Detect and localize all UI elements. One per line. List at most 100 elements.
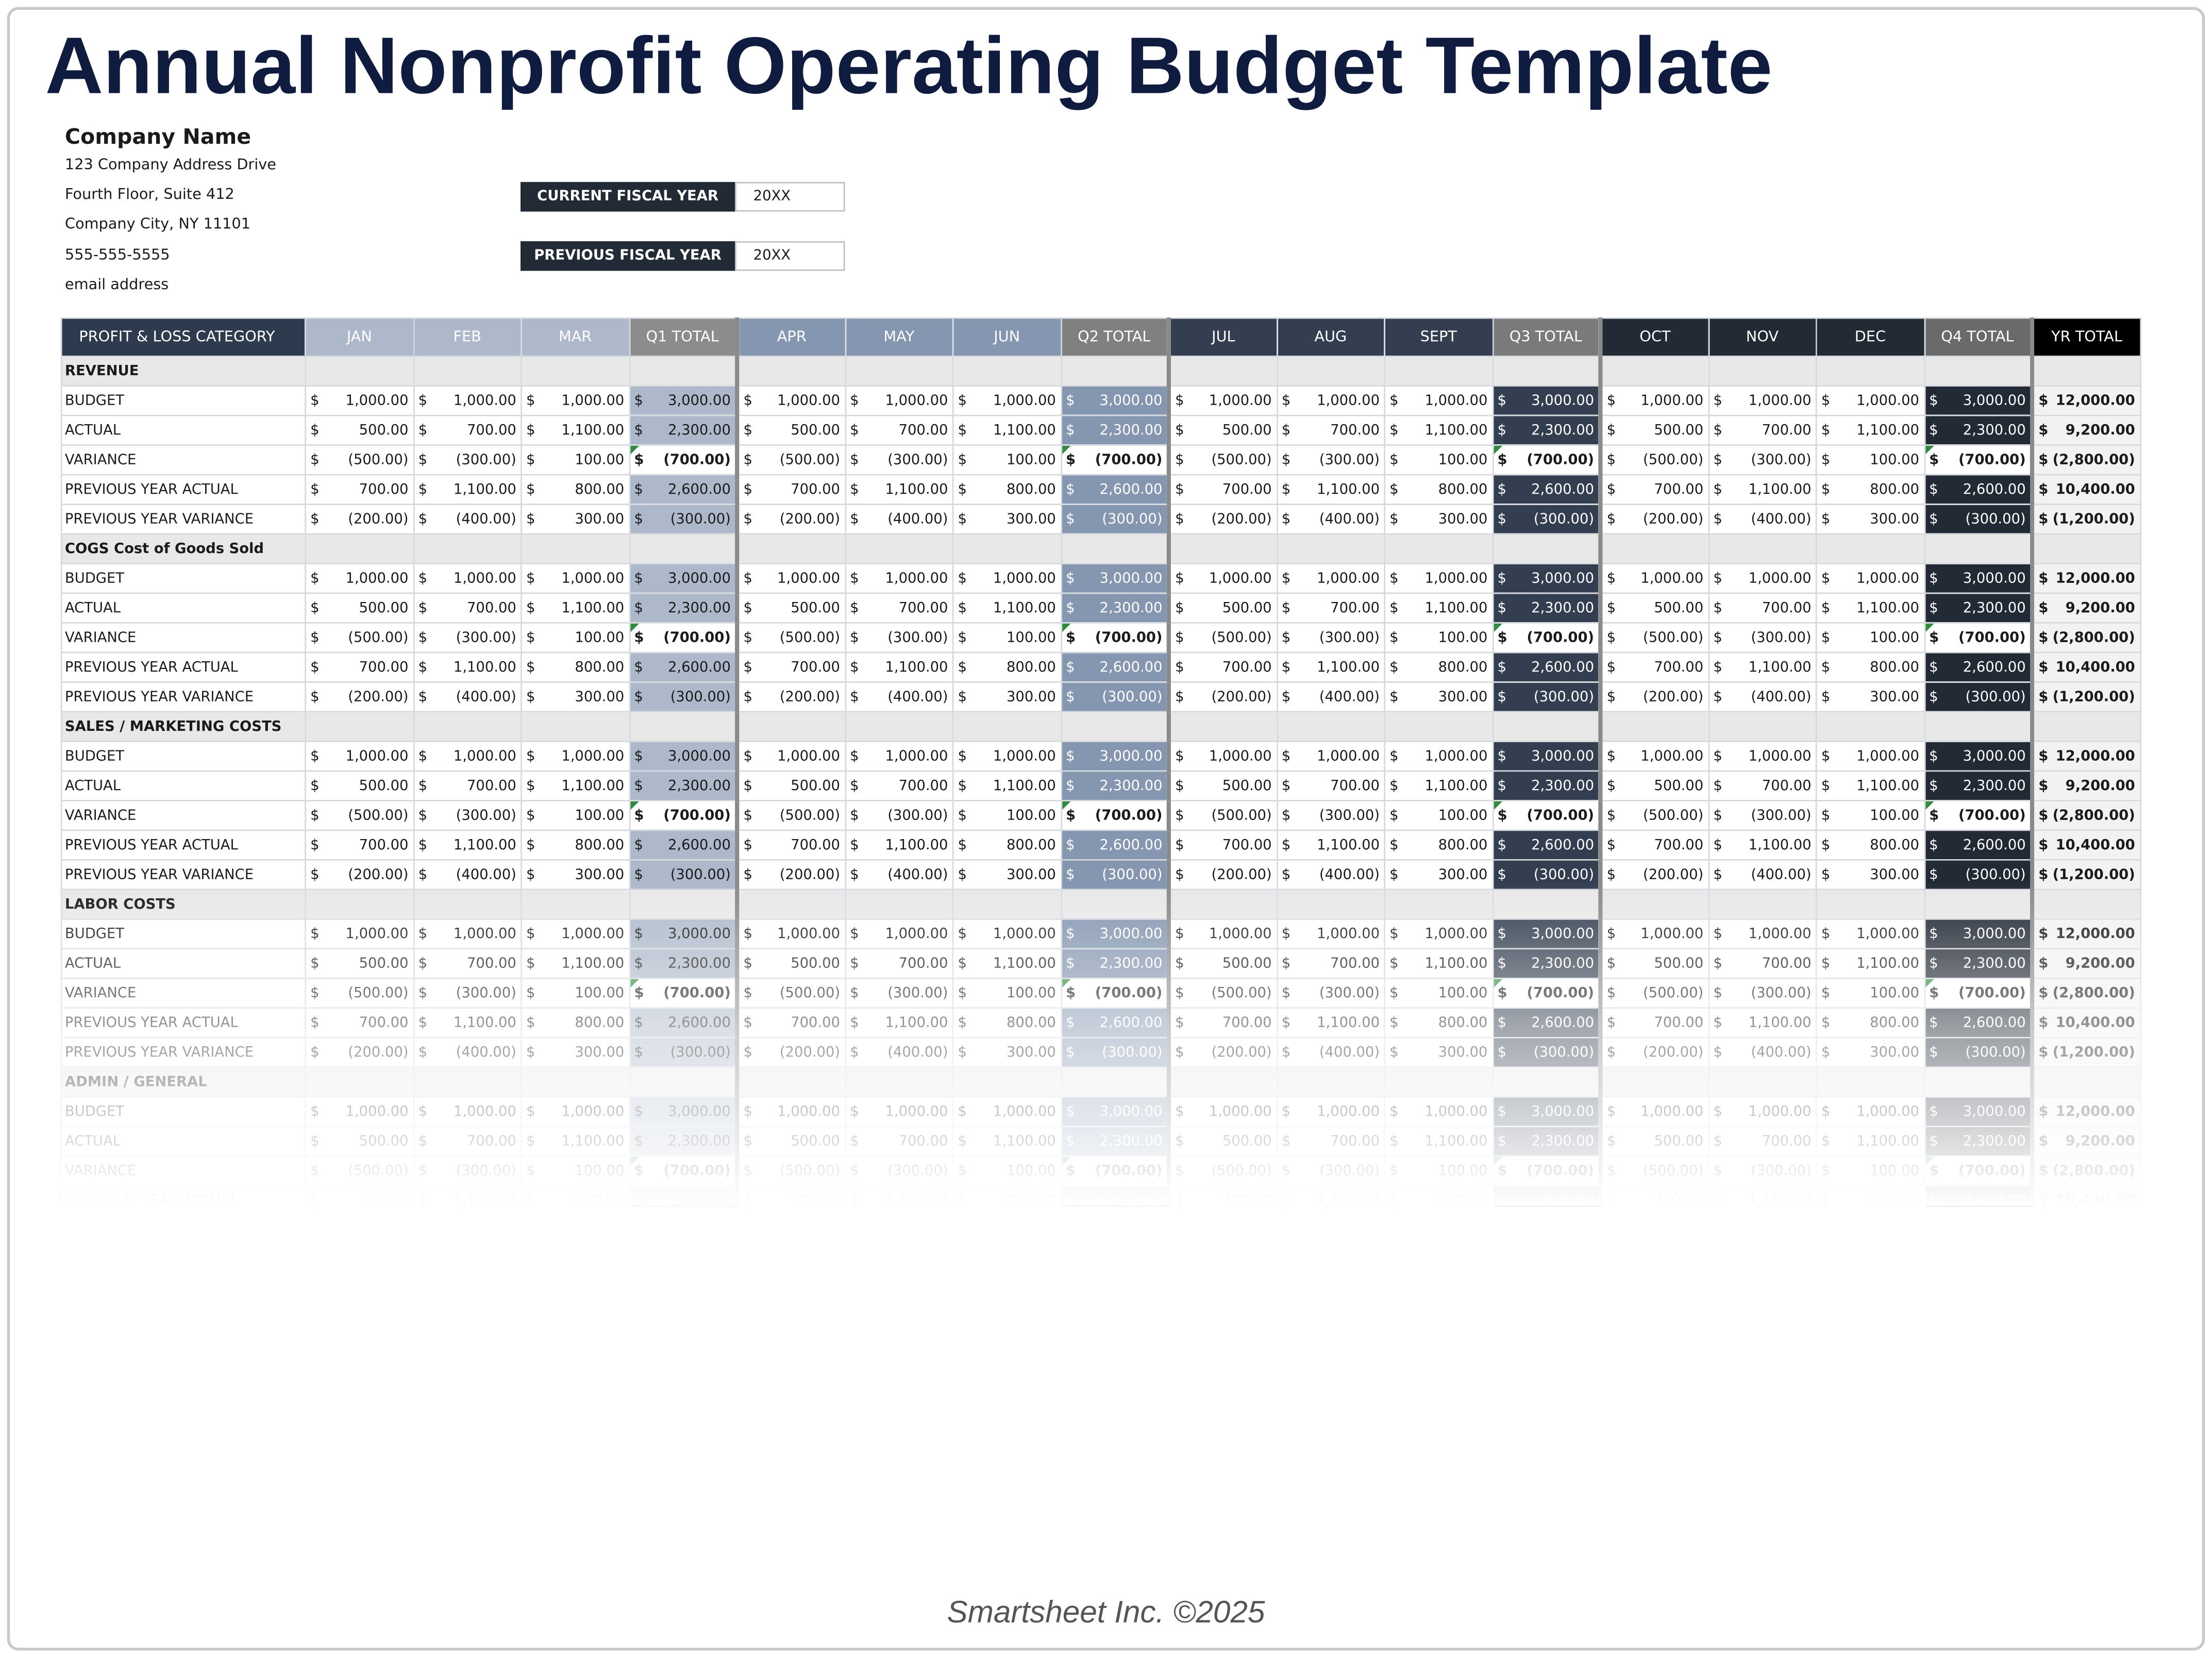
amount: 500.00 [1222,778,1272,794]
amount-cell: $700.00 [736,829,846,861]
amount-cell: $1,100.00 [521,592,630,624]
section-cell [521,533,630,564]
amount: (400.00) [456,689,516,705]
section-cell [1599,711,1710,742]
amount: 700.00 [467,600,516,616]
budget-row: BUDGET$1,000.00$1,000.00$1,000.00$3,000.… [60,741,2141,772]
currency: $ [310,659,320,675]
section-cell [1923,355,2035,387]
currency: $ [634,452,644,468]
amount-cell: $700.00 [412,414,522,446]
amount: 2,600.00 [1531,659,1595,675]
currency: $ [310,393,320,409]
currency: $ [958,511,967,527]
amount: 3,000.00 [1099,571,1163,587]
amount: 1,000.00 [453,748,516,764]
amount: 1,000.00 [561,393,625,409]
row-label: BUDGET [60,563,306,594]
amount: 700.00 [1330,600,1380,616]
currency: $ [850,808,859,824]
currency: $ [634,748,643,764]
amount-cell: $1,000.00 [736,385,846,416]
amount-cell: $ (700.00) [628,444,740,476]
amount-cell: $300.00 [952,504,1062,535]
currency: $ [418,511,428,527]
currency: $ [1606,867,1616,883]
amount: (700.00) [1958,808,2026,824]
currency: $ [1065,867,1075,883]
amount: 300.00 [575,689,625,705]
currency: $ [1281,571,1291,587]
section-row: REVENUE [60,355,2141,387]
amount-cell: $2,600.00 [1492,474,1603,505]
amount: 500.00 [1654,778,1704,794]
currency: $ [1175,571,1184,587]
currency: $ [1065,422,1075,438]
currency: $ [634,778,643,794]
section-cell [1599,533,1710,564]
currency: $ [1606,748,1616,764]
company-line: Fourth Floor, Suite 412 [64,186,234,204]
frame [7,7,2205,1651]
currency: $ [310,452,320,468]
amount: 300.00 [1438,867,1488,883]
amount-cell: $1,000.00 [412,741,522,772]
column-header: APR [736,317,846,357]
currency: $ [743,748,752,764]
section-cell [1492,533,1603,564]
currency: $ [743,630,752,646]
column-header: Q4 TOTAL [1923,317,2035,357]
amount-cell: $500.00 [1168,414,1278,446]
amount-cell: $2,300.00 [1492,414,1603,446]
amount-cell: $1,000.00 [1707,563,1817,594]
currency: $ [1713,393,1722,409]
budget-row: ACTUAL$500.00$700.00$1,100.00$2,300.00$5… [60,770,2141,801]
currency: $ [526,452,535,468]
amount: 500.00 [359,600,409,616]
amount-cell: $1,000.00 [736,741,846,772]
currency: $ [1281,867,1291,883]
amount: 1,100.00 [993,600,1056,616]
amount: 700.00 [1222,659,1272,675]
amount-cell: $1,000.00 [1815,741,1925,772]
currency: $ [1281,481,1291,497]
amount: (300.00) [1102,511,1163,527]
amount-cell: $9,200.00 [2031,592,2141,624]
currency: $ [1065,659,1075,675]
currency: $ [418,808,428,824]
currency: $ [1389,571,1399,587]
amount: 100.00 [1870,808,1919,824]
currency: $ [634,867,643,883]
amount-cell: $500.00 [305,592,414,624]
column-header: MAY [844,317,954,357]
amount-cell: $ (300.00) [628,681,740,713]
amount: (400.00) [1319,867,1380,883]
currency: $ [2038,452,2049,468]
amount-cell: $1,100.00 [1707,651,1817,683]
currency: $ [743,571,752,587]
currency: $ [743,778,752,794]
currency: $ [310,689,320,705]
amount-cell: $1,000.00 [952,741,1062,772]
amount: 2,300.00 [1963,422,2026,438]
amount-cell: $ (700.00) [1060,799,1171,831]
amount-cell: $ (200.00) [1599,504,1710,535]
currency: $ [2038,481,2049,497]
amount: 800.00 [1006,659,1056,675]
row-label: ACTUAL [60,414,306,446]
amount-cell: $2,300.00 [1923,592,2035,624]
amount-cell: $700.00 [1276,592,1385,624]
section-cell [412,355,522,387]
currency: $ [1497,867,1506,883]
amount: 500.00 [791,422,841,438]
amount-cell: $700.00 [412,770,522,801]
amount: (200.00) [348,511,409,527]
currency: $ [2038,393,2049,409]
currency: $ [634,808,644,824]
amount: 500.00 [1654,422,1704,438]
amount-cell: $1,000.00 [952,563,1062,594]
amount: (200.00) [1643,867,1704,883]
amount-cell: $100.00 [521,622,630,654]
amount-cell: $(2,800.00) [2031,799,2141,831]
amount-cell: $ (300.00) [1492,504,1603,535]
